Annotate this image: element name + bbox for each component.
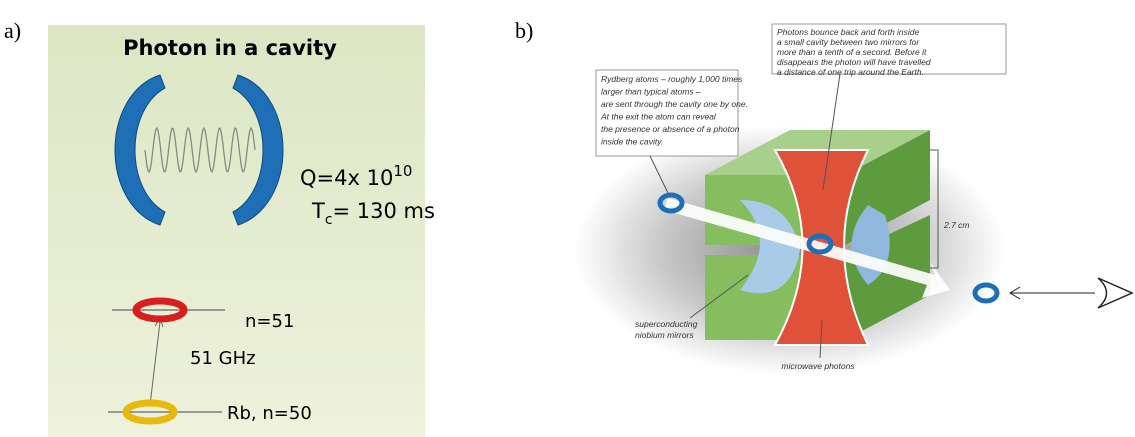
photon-wave bbox=[144, 126, 256, 174]
atom-ring bbox=[132, 297, 188, 323]
atom bbox=[972, 282, 1000, 304]
label-pointer bbox=[689, 274, 749, 319]
arrow-head bbox=[1009, 286, 1021, 300]
atom bbox=[806, 233, 834, 255]
label: microwave photons bbox=[781, 361, 855, 371]
callout-text: At the exit the atom can reveal bbox=[600, 112, 717, 122]
level-label: Rb, n=50 bbox=[227, 403, 312, 424]
callout-text: a distance of one trip around the Earth. bbox=[777, 67, 924, 77]
transition-arrow bbox=[149, 321, 161, 406]
notes: Rydberg atoms – roughly 1,000 times large… bbox=[600, 27, 931, 340]
callout-text: the presence or absence of a photon bbox=[601, 124, 740, 134]
quality-factor: Q=4x 1010 bbox=[300, 162, 412, 190]
mirror bbox=[740, 200, 800, 294]
callout-text: a small cavity between two mirrors for bbox=[777, 37, 920, 47]
text: 10 bbox=[393, 162, 412, 180]
callout-pointer bbox=[649, 155, 669, 194]
callout-text: inside the cavity. bbox=[601, 137, 663, 147]
callout-text: disappears the photon will have travelle… bbox=[777, 57, 931, 67]
mirror bbox=[114, 74, 166, 226]
panel-background bbox=[48, 25, 425, 437]
callout-text: larger than typical atoms – bbox=[601, 87, 701, 97]
panel-title: Photon in a cavity bbox=[123, 36, 337, 60]
text: Q=4x 10 bbox=[300, 166, 393, 190]
callout-text: more than a tenth of a second. Before it bbox=[777, 47, 927, 57]
dimension-label: 2.7 cm bbox=[943, 220, 970, 230]
atom-path bbox=[664, 198, 950, 298]
panel-label: a) bbox=[4, 18, 21, 43]
text: T bbox=[311, 199, 325, 223]
callout-box bbox=[595, 69, 739, 157]
level-label: n=51 bbox=[245, 311, 294, 332]
transition-label: 51 GHz bbox=[190, 348, 256, 369]
dimension-bracket bbox=[930, 149, 939, 269]
panel-label: b) bbox=[515, 18, 533, 43]
label: niobium mirrors bbox=[635, 330, 694, 340]
eye bbox=[1097, 277, 1134, 309]
label-pointer bbox=[819, 319, 823, 359]
callout-text: Photons bounce back and forth inside bbox=[777, 27, 920, 37]
atom bbox=[657, 192, 685, 214]
callout-pointer bbox=[822, 73, 841, 191]
text: = 130 ms bbox=[333, 199, 435, 223]
callout-text: are sent through the cavity one by one. bbox=[601, 99, 748, 109]
cavity-time: Tc= 130 ms bbox=[311, 199, 435, 228]
mirror bbox=[232, 74, 284, 226]
text: c bbox=[325, 212, 333, 228]
callout-box bbox=[771, 23, 1007, 75]
callout-text: Rydberg atoms – roughly 1,000 times bbox=[601, 74, 743, 84]
label: superconducting bbox=[635, 319, 698, 329]
atom-ring bbox=[122, 399, 178, 425]
